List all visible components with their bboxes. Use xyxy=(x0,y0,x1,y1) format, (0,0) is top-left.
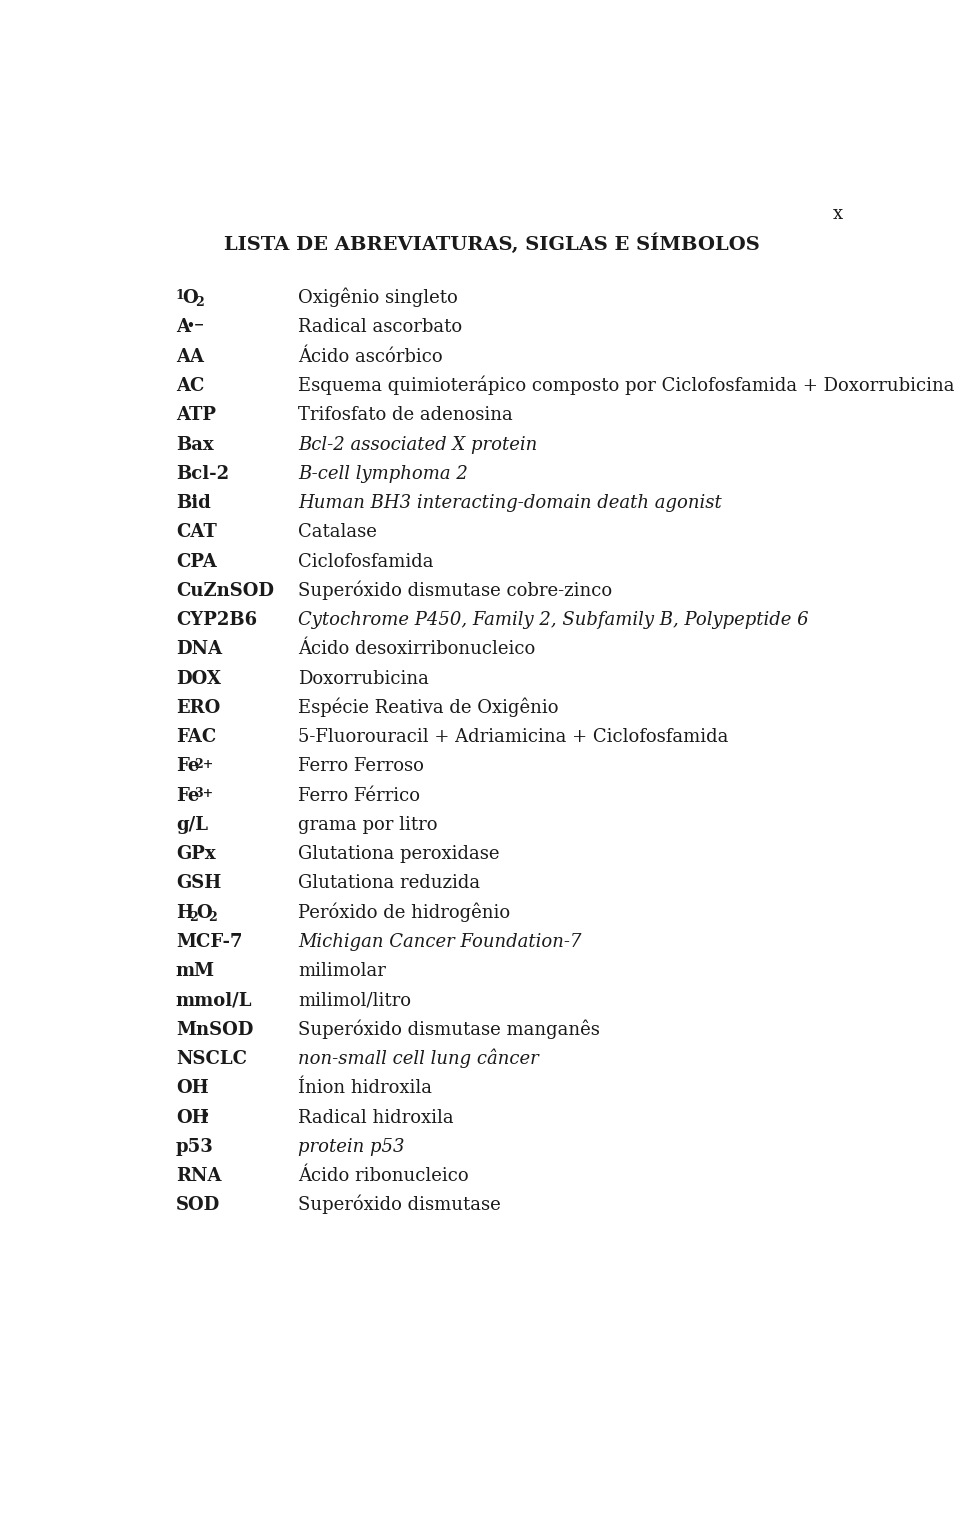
Text: AA: AA xyxy=(176,348,204,366)
Text: Oxigênio singleto: Oxigênio singleto xyxy=(299,288,458,307)
Text: 2: 2 xyxy=(189,911,198,923)
Text: 2: 2 xyxy=(208,911,217,923)
Text: mmol/L: mmol/L xyxy=(176,992,252,1010)
Text: Ferro Férrico: Ferro Férrico xyxy=(299,787,420,804)
Text: LISTA DE ABREVIATURAS, SIGLAS E SÍMBOLOS: LISTA DE ABREVIATURAS, SIGLAS E SÍMBOLOS xyxy=(224,233,760,255)
Text: Fe: Fe xyxy=(176,787,199,804)
Text: H: H xyxy=(176,903,193,922)
Text: Glutationa peroxidase: Glutationa peroxidase xyxy=(299,845,500,864)
Text: Esquema quimioterápico composto por Ciclofosfamida + Doxorrubicina: Esquema quimioterápico composto por Cicl… xyxy=(299,375,955,395)
Text: p53: p53 xyxy=(176,1138,213,1155)
Text: Michigan Cancer Foundation-7: Michigan Cancer Foundation-7 xyxy=(299,932,582,951)
Text: CPA: CPA xyxy=(176,552,217,571)
Text: CAT: CAT xyxy=(176,523,217,542)
Text: Bcl-2: Bcl-2 xyxy=(176,465,228,482)
Text: Espécie Reativa de Oxigênio: Espécie Reativa de Oxigênio xyxy=(299,697,559,717)
Text: Catalase: Catalase xyxy=(299,523,377,542)
Text: Superóxido dismutase: Superóxido dismutase xyxy=(299,1195,501,1215)
Text: O: O xyxy=(196,903,211,922)
Text: -: - xyxy=(201,1079,206,1093)
Text: OH: OH xyxy=(176,1108,208,1126)
Text: grama por litro: grama por litro xyxy=(299,816,438,833)
Text: DNA: DNA xyxy=(176,641,222,658)
Text: Fe: Fe xyxy=(176,757,199,775)
Text: SOD: SOD xyxy=(176,1196,220,1215)
Text: Ácido ribonucleico: Ácido ribonucleico xyxy=(299,1167,468,1186)
Text: 2+: 2+ xyxy=(194,757,213,771)
Text: Bid: Bid xyxy=(176,494,210,513)
Text: Ácido ascórbico: Ácido ascórbico xyxy=(299,348,443,366)
Text: Radical ascorbato: Radical ascorbato xyxy=(299,319,463,337)
Text: mM: mM xyxy=(176,963,215,980)
Text: Superóxido dismutase cobre-zinco: Superóxido dismutase cobre-zinco xyxy=(299,580,612,600)
Text: Glutationa reduzida: Glutationa reduzida xyxy=(299,874,480,893)
Text: ATP: ATP xyxy=(176,406,216,424)
Text: MnSOD: MnSOD xyxy=(176,1021,253,1039)
Text: ERO: ERO xyxy=(176,699,220,717)
Text: 1: 1 xyxy=(176,290,184,302)
Text: CuZnSOD: CuZnSOD xyxy=(176,581,274,600)
Text: Radical hidroxila: Radical hidroxila xyxy=(299,1108,454,1126)
Text: Ciclofosfamida: Ciclofosfamida xyxy=(299,552,434,571)
Text: Peróxido de hidrogênio: Peróxido de hidrogênio xyxy=(299,902,511,922)
Text: AC: AC xyxy=(176,377,204,395)
Text: Cytochrome P450, Family 2, Subfamily B, Polypeptide 6: Cytochrome P450, Family 2, Subfamily B, … xyxy=(299,610,809,629)
Text: 3+: 3+ xyxy=(194,787,213,800)
Text: Superóxido dismutase manganês: Superóxido dismutase manganês xyxy=(299,1019,600,1039)
Text: DOX: DOX xyxy=(176,670,221,688)
Text: 2: 2 xyxy=(195,296,204,310)
Text: NSCLC: NSCLC xyxy=(176,1050,247,1068)
Text: Ferro Ferroso: Ferro Ferroso xyxy=(299,757,424,775)
Text: •−: •− xyxy=(186,319,205,331)
Text: Ínion hidroxila: Ínion hidroxila xyxy=(299,1079,432,1097)
Text: A: A xyxy=(176,319,190,337)
Text: CYP2B6: CYP2B6 xyxy=(176,610,257,629)
Text: protein p53: protein p53 xyxy=(299,1138,405,1155)
Text: milimol/litro: milimol/litro xyxy=(299,992,411,1010)
Text: Trifosfato de adenosina: Trifosfato de adenosina xyxy=(299,406,513,424)
Text: GSH: GSH xyxy=(176,874,221,893)
Text: Bcl-2 associated X protein: Bcl-2 associated X protein xyxy=(299,435,538,453)
Text: non-small cell lung câncer: non-small cell lung câncer xyxy=(299,1048,539,1068)
Text: Human BH3 interacting-domain death agonist: Human BH3 interacting-domain death agoni… xyxy=(299,494,722,513)
Text: OH: OH xyxy=(176,1079,208,1097)
Text: g/L: g/L xyxy=(176,816,207,833)
Text: x: x xyxy=(833,204,843,223)
Text: O: O xyxy=(182,290,198,307)
Text: Bax: Bax xyxy=(176,435,213,453)
Text: Doxorrubicina: Doxorrubicina xyxy=(299,670,429,688)
Text: •: • xyxy=(201,1109,209,1122)
Text: 5-Fluorouracil + Adriamicina + Ciclofosfamida: 5-Fluorouracil + Adriamicina + Ciclofosf… xyxy=(299,728,729,746)
Text: Ácido desoxirribonucleico: Ácido desoxirribonucleico xyxy=(299,641,536,658)
Text: MCF-7: MCF-7 xyxy=(176,932,242,951)
Text: milimolar: milimolar xyxy=(299,963,386,980)
Text: B-cell lymphoma 2: B-cell lymphoma 2 xyxy=(299,465,468,482)
Text: FAC: FAC xyxy=(176,728,216,746)
Text: GPx: GPx xyxy=(176,845,215,864)
Text: RNA: RNA xyxy=(176,1167,222,1186)
